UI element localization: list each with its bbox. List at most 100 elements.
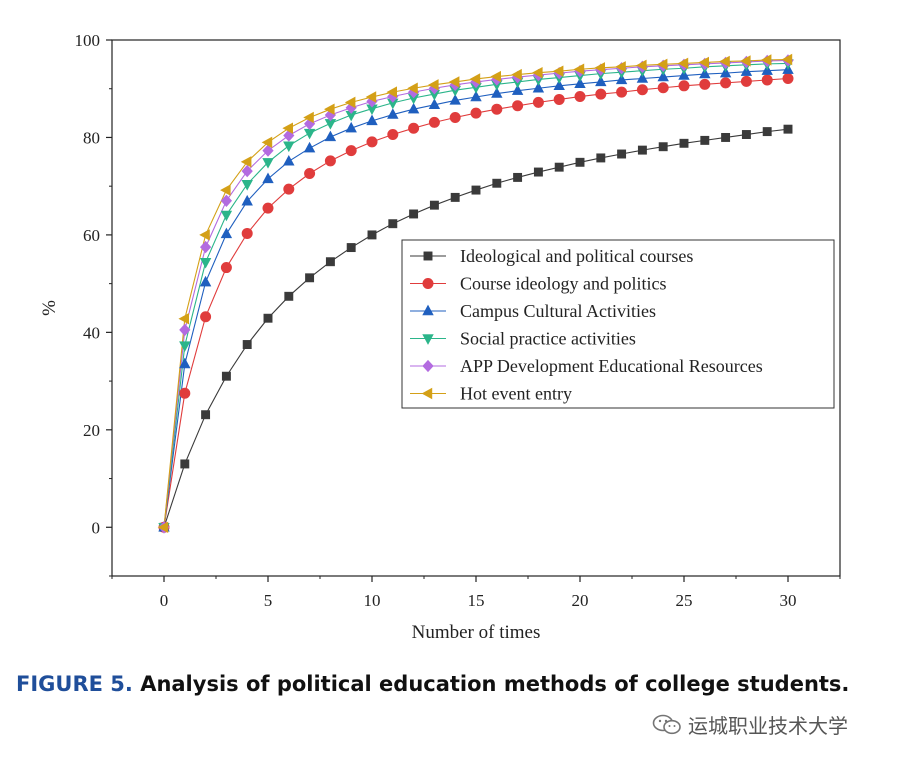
data-point <box>596 153 606 163</box>
data-point <box>428 116 440 128</box>
data-point <box>573 63 585 75</box>
legend-item: Campus Cultural Activities <box>410 301 656 321</box>
data-point <box>407 102 420 114</box>
data-point <box>344 96 356 109</box>
legend-marker <box>422 277 434 289</box>
legend-label: APP Development Educational Resources <box>460 356 763 376</box>
y-tick-label: 100 <box>75 31 101 50</box>
data-point <box>740 55 751 67</box>
legend: Ideological and political courses Course … <box>401 239 835 409</box>
data-point <box>345 121 357 133</box>
data-point <box>595 88 607 100</box>
data-point <box>365 91 377 103</box>
data-point <box>699 78 711 90</box>
legend-label: Social practice activities <box>460 329 636 349</box>
legend-item: Social practice activities <box>410 329 636 349</box>
axis-ticks: 0 5 10 15 20 25 30 0 20 40 60 80 100 <box>75 31 841 610</box>
data-point <box>740 75 752 87</box>
data-point <box>552 65 564 77</box>
data-point <box>657 82 669 94</box>
data-point <box>470 107 482 119</box>
y-axis-title: % <box>39 300 60 316</box>
data-point <box>553 79 565 91</box>
data-point <box>741 130 751 139</box>
legend-label: Ideological and political courses <box>460 246 693 266</box>
data-point <box>220 227 233 239</box>
data-point <box>178 313 189 325</box>
data-point <box>657 70 669 82</box>
data-point <box>490 70 502 83</box>
data-point <box>366 114 378 126</box>
data-point <box>719 66 732 78</box>
data-point <box>636 59 647 72</box>
data-point <box>262 202 274 214</box>
legend-marker <box>423 251 433 261</box>
data-point <box>220 184 231 196</box>
data-point <box>719 55 730 68</box>
data-point <box>157 521 169 533</box>
data-point <box>761 74 773 86</box>
data-point <box>283 183 295 195</box>
data-point <box>303 141 316 153</box>
legend-item: Course ideology and politics <box>410 274 666 294</box>
line-chart: 0 5 10 15 20 25 30 0 20 40 60 80 100 Ideological and… <box>39 31 841 643</box>
data-point <box>324 103 335 115</box>
figure-caption: FIGURE 5. Analysis of political educatio… <box>16 672 896 696</box>
data-point <box>199 257 212 269</box>
data-point <box>408 122 420 134</box>
data-point <box>262 144 274 157</box>
legend-marker <box>421 387 433 400</box>
data-point <box>346 243 356 253</box>
wechat-icon <box>652 714 682 736</box>
y-tick-label: 80 <box>83 128 100 147</box>
data-point <box>615 73 628 85</box>
watermark-text: 运城职业技术大学 <box>688 714 848 738</box>
data-point <box>242 340 252 350</box>
data-point <box>180 459 190 469</box>
data-point <box>284 291 294 301</box>
legend-item: Ideological and political courses <box>410 246 693 266</box>
x-tick-label: 25 <box>676 591 693 610</box>
data-point <box>324 155 336 167</box>
data-point <box>388 219 398 229</box>
data-point <box>429 200 439 210</box>
data-point <box>366 136 378 148</box>
x-tick-label: 20 <box>572 591 589 610</box>
data-point <box>199 229 210 241</box>
data-point <box>532 66 543 79</box>
data-point <box>241 227 253 239</box>
data-point <box>179 341 191 352</box>
data-point <box>325 257 335 267</box>
data-point <box>324 130 337 142</box>
data-point <box>200 311 212 323</box>
data-point <box>345 145 357 157</box>
data-point <box>679 138 689 148</box>
data-point <box>532 96 544 108</box>
data-point <box>409 209 419 219</box>
data-point <box>513 172 523 182</box>
data-point <box>533 167 543 177</box>
data-point <box>595 75 607 87</box>
data-point <box>656 58 668 71</box>
figure-caption-text: Analysis of political education methods … <box>140 672 850 696</box>
data-point <box>367 230 377 240</box>
data-point <box>658 142 668 152</box>
data-point <box>700 135 710 145</box>
data-point <box>720 77 732 89</box>
legend-marker <box>422 334 434 345</box>
legend-label: Campus Cultural Activities <box>460 301 656 321</box>
data-point <box>262 172 274 184</box>
data-point <box>241 194 253 206</box>
data-point <box>594 62 606 74</box>
data-point <box>471 185 481 195</box>
data-point <box>512 100 524 112</box>
x-tick-label: 15 <box>468 591 485 610</box>
data-point <box>220 262 232 274</box>
data-point <box>450 192 460 202</box>
x-tick-label: 0 <box>160 591 169 610</box>
series-markers <box>157 53 794 534</box>
data-point <box>449 94 461 105</box>
series-markers-5 <box>157 53 793 533</box>
x-tick-label: 10 <box>364 591 381 610</box>
data-point <box>616 86 628 98</box>
